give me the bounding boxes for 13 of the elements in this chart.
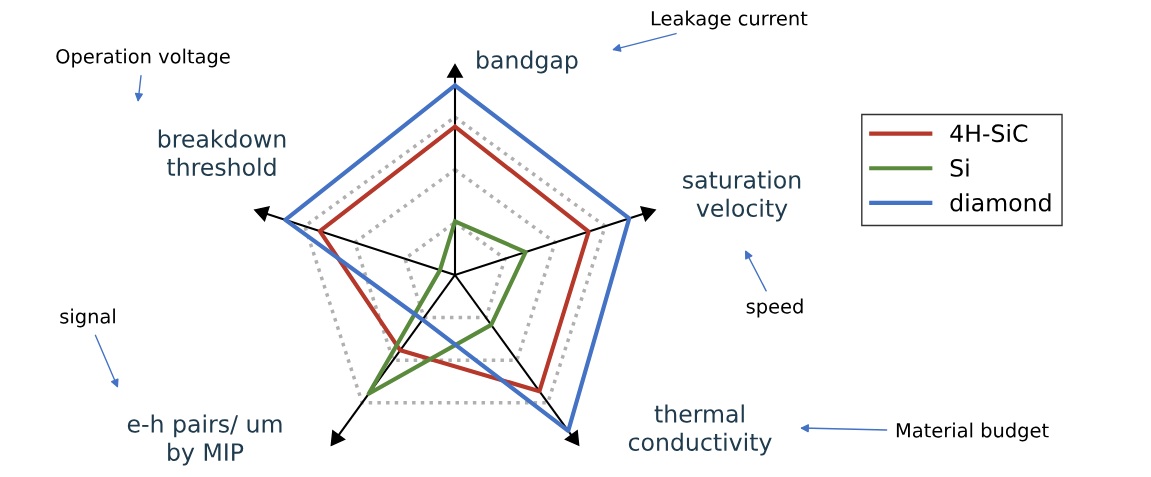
spoke-label: breakdown threshold <box>158 129 286 176</box>
text: signal <box>60 308 115 328</box>
spoke-label: e-h pairs/ um by MIP <box>127 414 282 466</box>
spoke-label: saturation velocity <box>683 170 801 222</box>
text: Operation voltage <box>56 48 230 68</box>
legend-label: 4H-SiC <box>950 123 1028 143</box>
legend-label: Si <box>950 158 969 177</box>
spoke-label: bandgap <box>477 50 578 74</box>
spoke-label: thermal conductivity <box>628 404 772 456</box>
legend-label: diamond <box>950 193 1051 212</box>
text: speed <box>746 298 803 318</box>
text: Leakage current <box>651 10 808 30</box>
text: Material budget <box>896 422 1049 442</box>
